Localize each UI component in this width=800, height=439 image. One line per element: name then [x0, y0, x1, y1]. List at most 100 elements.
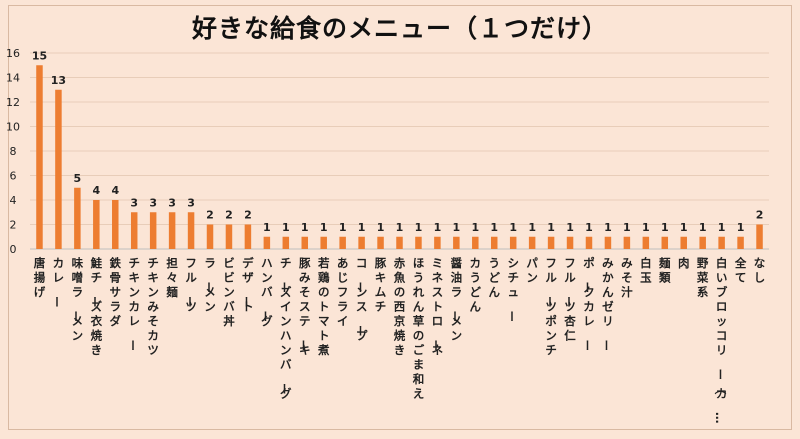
chart-area: [8, 5, 792, 430]
bar: [149, 212, 157, 249]
category-label: 担々麺: [165, 256, 178, 299]
y-tick-label: 0: [10, 243, 17, 256]
category-label: チキンカレー: [125, 256, 140, 351]
data-label: 1: [339, 221, 347, 234]
data-label: 1: [699, 221, 707, 234]
category-label: チキンみそカツ: [147, 256, 159, 357]
category-label: ビビンバ丼: [223, 256, 235, 328]
category-label: 赤魚の西京焼き: [394, 256, 406, 357]
bar: [396, 236, 403, 249]
bar: [661, 236, 669, 249]
y-tick-label: 4: [10, 194, 17, 207]
y-tick-label: 6: [10, 170, 17, 183]
y-tick-label: 10: [6, 121, 20, 134]
bar: [434, 236, 441, 249]
bar: [415, 236, 422, 249]
data-label: 15: [32, 49, 47, 62]
y-tick-label: 12: [6, 96, 20, 109]
bar: [453, 236, 460, 249]
category-label: 唐揚げ: [33, 256, 46, 299]
bar: [358, 236, 365, 249]
data-label: 3: [149, 196, 157, 209]
bar: [301, 236, 309, 249]
bar: [93, 200, 100, 249]
data-label: 1: [509, 221, 517, 234]
bar: [244, 224, 252, 249]
bar: [112, 200, 119, 249]
category-label: 麺類: [658, 256, 671, 285]
category-label: フルーツ: [182, 256, 197, 314]
chart-title: 好きな給食のメニュー（１つだけ）: [191, 14, 608, 43]
category-label: パン: [526, 256, 538, 285]
data-label: 1: [263, 221, 271, 234]
data-label: 1: [680, 221, 688, 234]
data-label: 1: [377, 221, 385, 234]
data-label: 1: [585, 221, 593, 234]
data-label: 2: [225, 209, 233, 222]
data-label: 4: [111, 184, 119, 197]
data-label: 1: [661, 221, 669, 234]
category-label: フルーツ杏仁: [561, 256, 576, 343]
bar: [585, 236, 593, 249]
category-label: コーンスープ: [353, 256, 368, 343]
category-label: 鉄骨サラダ: [110, 256, 122, 328]
bar: [472, 236, 479, 249]
y-tick-label: 8: [10, 145, 17, 158]
y-tick-label: 2: [10, 219, 17, 232]
category-label: 白玉: [640, 256, 652, 285]
category-label: カレー: [50, 256, 65, 308]
bar: [642, 236, 650, 249]
bar: [756, 224, 763, 249]
category-label: カうどん: [470, 256, 482, 314]
category-label: みそ汁: [621, 256, 633, 299]
category-label: 若鶏のトマト煮: [317, 256, 330, 357]
bar: [225, 224, 233, 249]
data-label: 1: [301, 221, 309, 234]
bar: [263, 236, 271, 249]
bar: [206, 224, 214, 249]
data-label: 1: [547, 221, 555, 234]
category-label: 醤油ラーメン: [448, 256, 463, 343]
bar: [699, 236, 706, 249]
data-label: 1: [453, 221, 461, 234]
data-label: 1: [282, 221, 290, 234]
bar: [528, 236, 536, 249]
data-label: 2: [206, 209, 214, 222]
category-label: 味噌ラーメン: [69, 256, 84, 343]
bar: [187, 212, 195, 249]
bar: [74, 187, 81, 249]
data-label: 2: [756, 209, 764, 222]
bar: [680, 236, 687, 249]
bar: [509, 236, 517, 249]
bar: [737, 236, 744, 249]
bar: [547, 236, 555, 249]
category-label: ほうれん草のごま和え: [413, 256, 425, 401]
category-label: うどん: [488, 256, 500, 299]
category-label: ラーメン: [201, 256, 216, 314]
category-label: なし: [754, 256, 766, 285]
data-label: 1: [642, 221, 650, 234]
bar: [55, 89, 62, 249]
data-label: 1: [396, 221, 404, 234]
bar: [718, 236, 725, 249]
bar: [130, 212, 138, 249]
data-label: 1: [320, 221, 328, 234]
category-label: ハンバーグ: [258, 256, 273, 328]
bar: [490, 236, 498, 249]
category-label: フルーツポンチ: [542, 256, 557, 357]
data-label: 1: [604, 221, 612, 234]
data-label: 1: [490, 221, 498, 234]
category-label: 白いブロッコリー（カ…: [713, 256, 728, 424]
bar: [604, 236, 612, 249]
category-label: 豚みそステーキ: [296, 256, 311, 357]
data-label: 3: [187, 196, 195, 209]
data-label: 1: [566, 221, 574, 234]
category-label: 野菜系: [696, 256, 709, 299]
category-label: ミネストローネ: [429, 256, 444, 357]
data-label: 3: [130, 196, 138, 209]
data-label: 1: [471, 221, 479, 234]
bar: [168, 212, 176, 249]
bar: [282, 236, 290, 249]
data-label: 1: [528, 221, 536, 234]
bar: [36, 65, 43, 249]
